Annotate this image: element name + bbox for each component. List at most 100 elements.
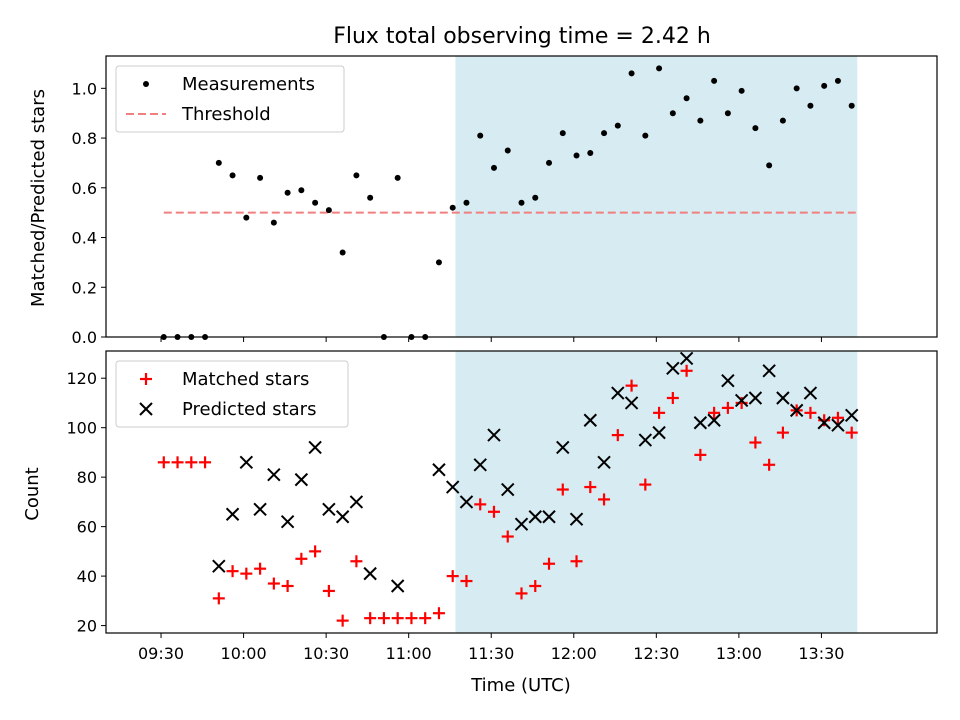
matched-point [708,406,721,419]
predicted-mark-b [734,393,749,408]
predicted-point [542,510,556,524]
predicted-point [501,482,515,497]
predicted-point [487,428,501,442]
measurement-point [298,187,305,194]
y-tick-label: 120 [66,369,97,388]
y-tick-label: 0.6 [72,179,97,198]
predicted-point [459,495,474,509]
predicted-point [294,472,309,487]
measurement-point [766,162,773,169]
predicted-mark-b [707,413,721,427]
y-tick-label: 1.0 [72,79,97,98]
matched-point [487,505,500,518]
measurement-point [587,149,594,156]
predicted-mark-b [501,482,515,497]
legend-label: Matched stars [182,369,309,390]
measurement-point [463,199,470,206]
measurement-point [752,125,759,132]
y-axis-label: Matched/Predicted stars [28,89,49,307]
x-tick-label: 10:30 [303,644,349,663]
measurement-point [711,77,718,84]
predicted-mark-b [597,455,611,470]
predicted-mark-b [693,416,708,430]
predicted-mark-b [831,418,845,432]
x-tick-label: 13:00 [716,644,762,663]
measurement-point [229,172,236,179]
predicted-mark-b [280,514,295,529]
measurement-point [353,172,360,179]
matched-point [432,607,445,620]
matched-point [171,456,184,469]
measurement-point [821,82,828,89]
matched-point [157,456,170,469]
predicted-mark-b [624,396,639,410]
predicted-mark-b [514,517,529,531]
predicted-point [666,361,680,376]
predicted-mark-b [666,361,680,376]
predicted-point [569,512,584,526]
predicted-mark-b [638,433,653,447]
predicted-mark-b [225,507,240,521]
predicted-mark-b [459,495,474,509]
predicted-mark-b [542,510,556,524]
matched-point [763,458,776,471]
predicted-point [363,566,377,581]
predicted-point [721,373,735,388]
axes-frame [105,350,938,634]
matched-point [309,545,322,558]
matched-point [515,587,528,600]
measurement-point [339,249,346,256]
predicted-mark-b [432,463,446,477]
legend-box [115,65,345,133]
matched-point [267,577,280,590]
predicted-point [693,416,708,430]
predicted-mark-b [762,364,776,378]
predicted-point [652,425,666,440]
predicted-mark-b [308,440,322,455]
matched-point [556,483,569,496]
measurement-point [257,174,264,181]
matched-point [653,406,666,419]
matched-point [185,456,198,469]
measurement-point [697,117,704,124]
measurement-point [807,102,814,109]
legend-measurement-marker [143,81,149,87]
predicted-point [432,463,446,477]
measurement-point [477,132,484,139]
matched-point [322,584,335,597]
predicted-mark-b [556,440,570,455]
measurement-point [724,110,731,117]
predicted-point [239,455,254,470]
measurement-point [628,70,635,77]
y-tick-label: 60 [77,518,97,537]
x-axis-label: Time (UTC) [470,675,571,696]
x-tick-label: 11:30 [468,644,514,663]
measurement-point [642,132,649,139]
measurement-point [683,95,690,102]
measurement-point [779,117,786,124]
predicted-point [225,507,240,521]
measurement-point [435,259,442,266]
matched-point [501,530,514,543]
measurement-point [312,199,319,206]
legend: Matched stars Predicted stars [115,360,349,428]
measurement-point [546,159,553,166]
matched-point [721,401,734,414]
legend-label: Measurements [182,74,315,95]
predicted-point [831,418,845,432]
chart-title: Flux total observing time = 2.42 h [333,24,711,49]
matched-point [446,570,459,583]
predicted-mark-b [487,428,501,442]
matched-point [598,493,611,506]
matched-point [611,429,624,442]
predicted-point [212,559,226,573]
predicted-point [528,510,542,524]
predicted-point [473,458,487,472]
matched-point [831,411,844,424]
predicted-mark-b [789,403,804,418]
measurement-point [669,110,676,117]
predicted-point [446,480,460,494]
measurement-point [601,130,608,137]
measurement-point [656,65,663,72]
highlight-span [455,56,858,337]
